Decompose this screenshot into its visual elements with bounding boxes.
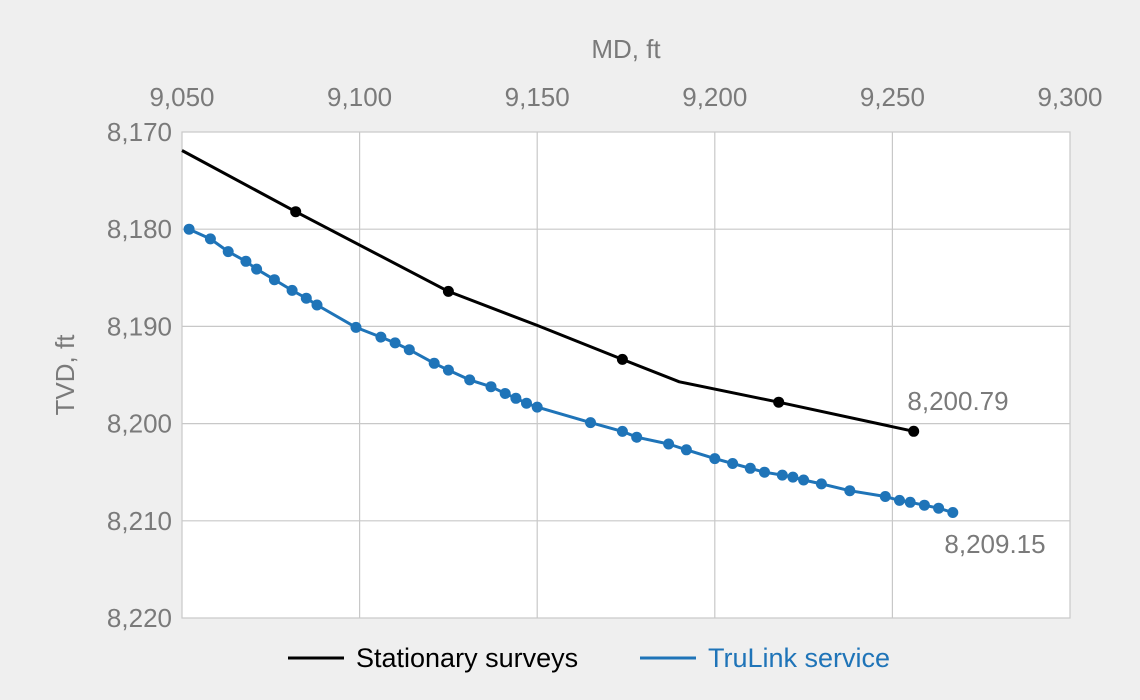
series-stationary-surveys xyxy=(181,149,920,437)
series-line xyxy=(181,149,915,433)
x-tick-label: 9,250 xyxy=(860,82,925,112)
y-tick-label: 8,190 xyxy=(107,311,172,341)
data-point xyxy=(773,396,785,408)
data-point xyxy=(894,494,905,506)
trulink-end-label: 8,209.15 xyxy=(944,529,1045,559)
legend-item-stationary[interactable]: Stationary surveys xyxy=(288,643,578,673)
x-tick-label: 9,150 xyxy=(505,82,570,112)
plot-area xyxy=(181,131,1071,619)
data-point xyxy=(908,425,920,437)
data-point xyxy=(389,337,401,349)
data-point xyxy=(300,292,312,304)
x-tick-label: 9,200 xyxy=(682,82,747,112)
y-tick-label: 8,170 xyxy=(107,117,172,147)
legend-item-trulink[interactable]: TruLink service xyxy=(640,643,890,673)
data-point xyxy=(521,397,532,409)
y-axis-title: TVD, ft xyxy=(50,334,80,416)
data-point xyxy=(286,284,298,296)
legend-label-trulink: TruLink service xyxy=(708,643,890,673)
data-point xyxy=(787,471,799,483)
series-group xyxy=(181,149,959,518)
data-point xyxy=(759,466,770,478)
data-point xyxy=(744,462,756,474)
data-point xyxy=(947,507,959,518)
data-point xyxy=(904,496,916,508)
data-point xyxy=(709,453,721,465)
data-point xyxy=(680,444,692,456)
y-tick-label: 8,180 xyxy=(107,214,172,244)
x-axis-ticks: 9,050 9,100 9,150 9,200 9,250 9,300 xyxy=(149,82,1102,112)
data-point xyxy=(499,388,511,399)
data-point xyxy=(204,233,216,245)
data-point xyxy=(616,425,628,437)
data-point xyxy=(240,255,252,267)
data-point xyxy=(428,357,440,369)
data-point xyxy=(531,401,543,413)
data-point xyxy=(879,491,891,502)
data-point xyxy=(918,499,930,511)
data-point xyxy=(510,392,522,404)
data-point xyxy=(442,364,454,376)
data-point xyxy=(631,431,643,443)
data-point xyxy=(485,381,497,393)
data-point xyxy=(815,478,827,490)
legend-label-stationary: Stationary surveys xyxy=(356,643,578,673)
x-tick-label: 9,100 xyxy=(327,82,392,112)
data-point xyxy=(616,353,628,365)
data-point xyxy=(844,485,856,497)
data-point xyxy=(222,246,234,258)
data-point xyxy=(776,469,788,481)
data-point xyxy=(268,274,280,286)
legend: Stationary surveys TruLink service xyxy=(288,643,890,673)
y-axis-ticks: 8,170 8,180 8,190 8,200 8,210 8,220 xyxy=(107,117,172,633)
y-tick-label: 8,220 xyxy=(107,603,172,633)
data-point xyxy=(798,474,810,486)
data-point xyxy=(403,344,415,356)
data-point xyxy=(183,223,195,235)
data-point xyxy=(663,438,675,450)
data-point xyxy=(464,374,476,386)
y-tick-label: 8,200 xyxy=(107,409,172,439)
y-tick-label: 8,210 xyxy=(107,506,172,536)
x-tick-label: 9,300 xyxy=(1037,82,1102,112)
data-point xyxy=(311,299,323,311)
x-tick-label: 9,050 xyxy=(149,82,214,112)
data-point xyxy=(442,285,454,297)
stationary-end-label: 8,200.79 xyxy=(907,386,1008,416)
data-point xyxy=(350,321,362,333)
data-point xyxy=(251,263,263,275)
data-point xyxy=(933,502,945,514)
series-trulink-service xyxy=(183,223,959,518)
data-point xyxy=(375,331,387,343)
data-point xyxy=(585,417,596,429)
x-axis-title: MD, ft xyxy=(591,34,661,64)
data-point xyxy=(727,458,739,469)
data-point xyxy=(290,206,302,218)
